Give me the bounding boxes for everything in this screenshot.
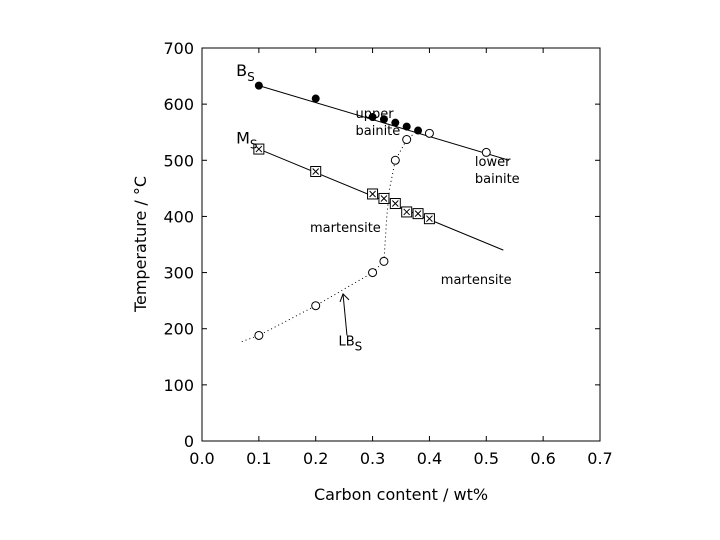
bs-point [414, 126, 423, 135]
open-point [311, 301, 321, 311]
open-point [402, 135, 412, 145]
bs-point [379, 115, 388, 124]
y-tick-label: 0 [184, 432, 194, 451]
ms-point [253, 143, 265, 155]
lbs-arrow-shaft [342, 293, 348, 336]
x-tick-label: 0.2 [303, 449, 328, 468]
lbs_label-main: LB [338, 335, 354, 350]
y-tick-label: 700 [163, 39, 194, 58]
y-tick-label: 300 [163, 264, 194, 283]
upper_bainite-line: bainite [356, 124, 401, 139]
y-tick-label: 500 [163, 151, 194, 170]
open-point [379, 256, 389, 266]
y-tick-label: 100 [163, 376, 194, 395]
ms-point [378, 192, 390, 204]
open-point [390, 155, 400, 165]
ms-point [310, 166, 322, 178]
lower_bainite-line: lower [475, 155, 511, 170]
ms-point-x2 [403, 208, 411, 216]
annotations: BSMSLBSupperbainitelowerbainitemartensit… [236, 61, 520, 353]
x-axis-title: Carbon content / wt% [314, 485, 488, 504]
bs_label: BS [236, 61, 255, 84]
x-tick-label: 0.3 [360, 449, 385, 468]
bs-point [391, 118, 400, 127]
plot-frame [201, 47, 601, 442]
x-tick-label: 0.4 [417, 449, 442, 468]
ms-point [412, 208, 424, 220]
y-tick-label: 400 [163, 207, 194, 226]
ms-point-x2 [414, 210, 422, 217]
ms-point-x2 [369, 190, 376, 198]
bs-point [368, 113, 377, 122]
lbs-arrow-head [339, 293, 350, 303]
bs-point [402, 122, 411, 131]
open-point [254, 330, 264, 340]
ms-point-x2 [380, 195, 388, 202]
x-tick-label: 0.1 [246, 449, 271, 468]
y-tick-label: 600 [163, 95, 194, 114]
martensite_left-line: martensite [310, 221, 381, 236]
ms-point [367, 188, 379, 200]
open-point [481, 147, 491, 157]
ms-point [401, 206, 413, 218]
open-point [424, 128, 434, 138]
ms-point-x2 [391, 200, 399, 207]
open-point [368, 268, 378, 278]
lower_bainite-line: bainite [475, 172, 520, 187]
ms-point-x2 [312, 168, 320, 175]
bs-point [311, 94, 320, 103]
series-markers [253, 81, 491, 340]
x-tick-label: 0.6 [530, 449, 555, 468]
ms-point [389, 198, 401, 210]
axis-ticks: 0.0 0.1 0.2 0.3 0.4 0.5 0.6 0.7 0 100 200 300 400 500… [163, 39, 612, 468]
bs_label-sub: S [247, 70, 255, 84]
lbs-arrow [339, 293, 350, 336]
martensite_right-line: martensite [441, 273, 512, 288]
bs_label-main: B [236, 61, 247, 80]
ms_label: MS [236, 128, 257, 151]
ms_label-sub: S [250, 137, 258, 151]
bs-point [254, 81, 263, 90]
lbs_label: LBS [338, 335, 362, 354]
ms-point-x2 [426, 215, 433, 223]
ms_label-main: M [236, 128, 250, 147]
y-tick-label: 200 [163, 320, 194, 339]
x-tick-label: 0.0 [189, 449, 214, 468]
y-axis-title: Temperature / °C [131, 176, 150, 313]
x-tick-label: 0.7 [587, 449, 612, 468]
x-tick-label: 0.5 [474, 449, 499, 468]
ms-point-x2 [255, 145, 263, 153]
ms-point [423, 213, 435, 225]
upper_bainite-line: upper [356, 107, 395, 122]
lbs_label-sub: S [355, 340, 363, 354]
